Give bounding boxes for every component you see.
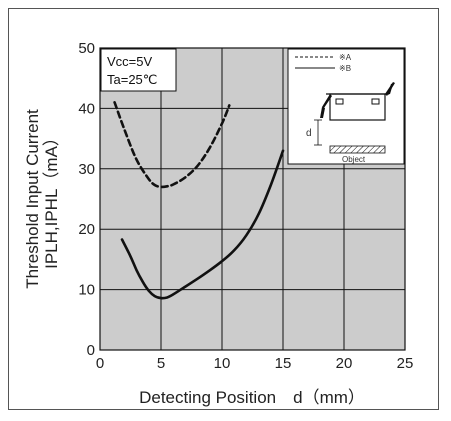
inset-object-label: Object — [342, 155, 366, 164]
x-tick-label: 15 — [275, 355, 292, 372]
x-tick-label: 5 — [157, 355, 165, 372]
x-axis-title: Detecting Position d（mm） — [139, 388, 365, 407]
y-axis-title-line-1: Threshold Input Current — [23, 109, 42, 289]
y-tick-label: 0 — [87, 342, 95, 359]
sensor-diagram: d — [306, 82, 395, 146]
y-tick-label: 20 — [78, 221, 95, 238]
y-axis-title-line-2: IPLH,IPHL（mA） — [42, 129, 61, 269]
x-tick-label: 20 — [336, 355, 353, 372]
y-tick-label: 10 — [78, 282, 95, 299]
y-tick-label: 50 — [78, 40, 95, 57]
series-line-b — [120, 149, 285, 300]
x-tick-label: 25 — [397, 355, 414, 372]
legend-label-b: ※B — [339, 64, 351, 73]
figure-frame — [8, 8, 439, 410]
y-tick-label: 30 — [78, 161, 95, 178]
legend-label-a: ※A — [339, 53, 352, 62]
series-layer — [113, 101, 285, 300]
inset-dimension-label: d — [306, 128, 312, 139]
y-axis-title: Threshold Input Current IPLH,IPHL（mA） — [23, 109, 61, 289]
tick-labels: 0 5 10 15 20 25 0 10 20 30 40 50 — [78, 40, 413, 372]
series-line-a — [113, 101, 231, 189]
x-tick-label: 10 — [214, 355, 231, 372]
object-block: Object — [329, 145, 386, 164]
x-tick-label: 0 — [96, 355, 104, 372]
legend-box: ※A ※B d Object — [287, 48, 405, 165]
y-tick-label: 40 — [78, 100, 95, 117]
condition-vcc: Vcc=5V — [107, 54, 152, 69]
condition-ta: Ta=25℃ — [107, 72, 157, 87]
condition-box: Vcc=5V Ta=25℃ — [100, 48, 177, 92]
